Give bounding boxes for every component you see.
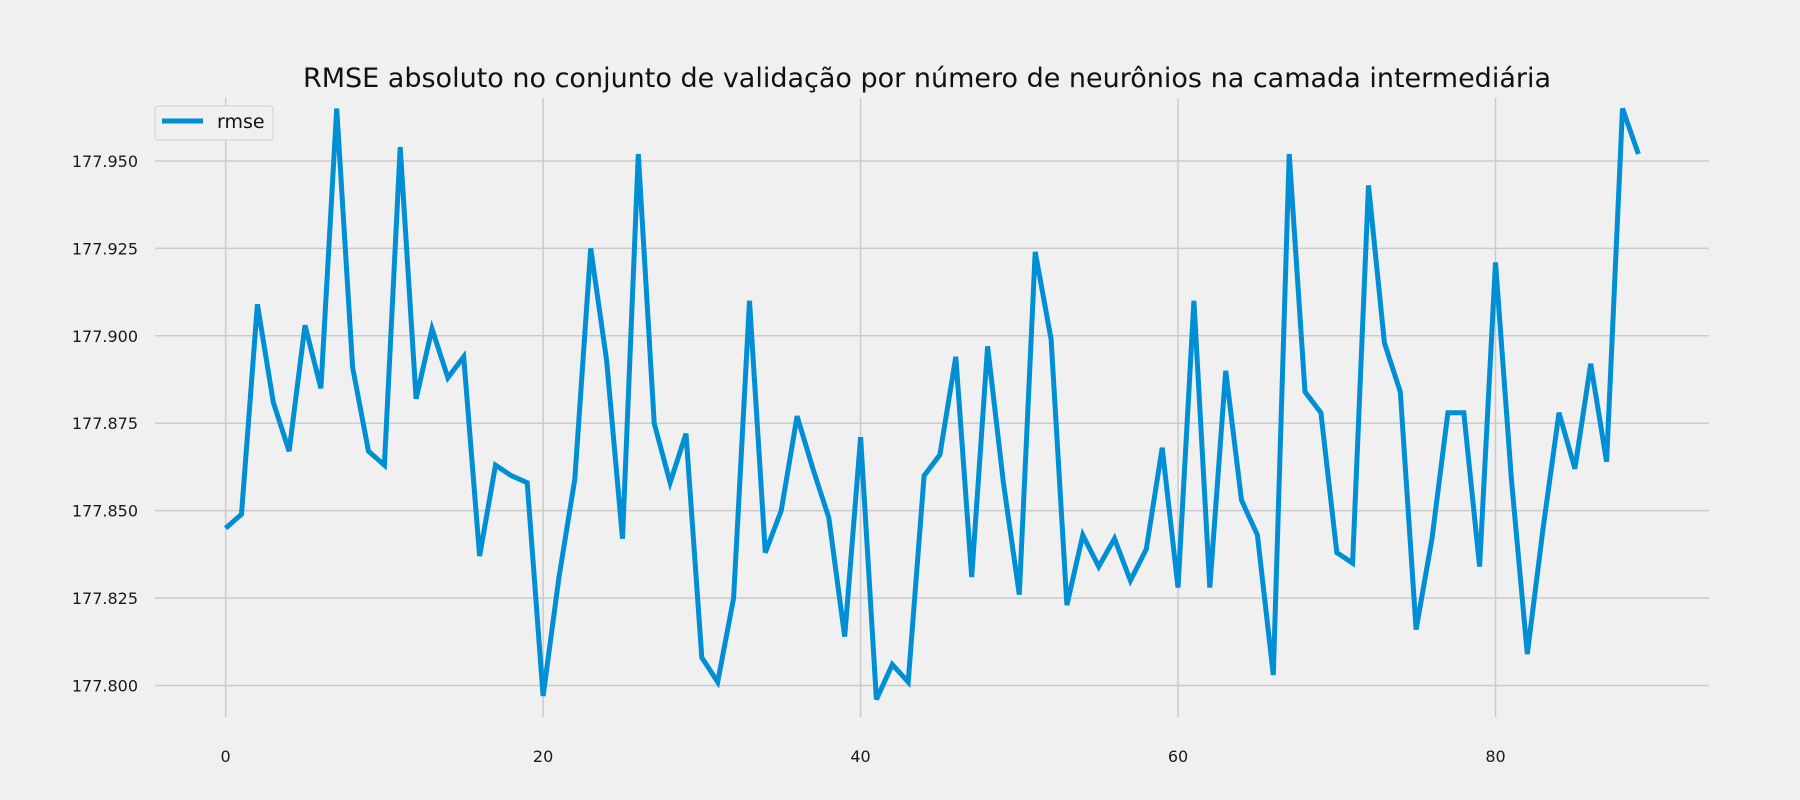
grid-lines — [155, 98, 1709, 717]
y-axis-ticks: 177.800 177.825 177.850 177.875 177.900 177.9… — [72, 152, 138, 696]
legend: rmse — [154, 105, 274, 141]
chart-title: RMSE absoluto no conjunto de validação p… — [303, 63, 1551, 94]
legend-box — [154, 105, 274, 141]
series-layer — [223, 107, 1641, 701]
x-tick-label: 0 — [221, 747, 231, 766]
legend-label-rmse: rmse — [217, 111, 265, 133]
x-tick-label: 40 — [850, 747, 870, 766]
x-axis-ticks: 0 20 40 60 80 — [221, 747, 1506, 766]
y-tick-label: 177.875 — [72, 414, 138, 433]
series-line-rmse — [223, 107, 1641, 701]
y-tick-label: 177.925 — [72, 239, 138, 258]
x-tick-label: 60 — [1168, 747, 1188, 766]
x-tick-label: 80 — [1485, 747, 1505, 766]
x-tick-label: 20 — [533, 747, 553, 766]
y-tick-label: 177.825 — [72, 589, 138, 608]
y-tick-label: 177.900 — [72, 327, 138, 346]
y-tick-label: 177.950 — [72, 152, 138, 171]
y-tick-label: 177.800 — [72, 677, 138, 696]
y-tick-label: 177.850 — [72, 502, 138, 521]
